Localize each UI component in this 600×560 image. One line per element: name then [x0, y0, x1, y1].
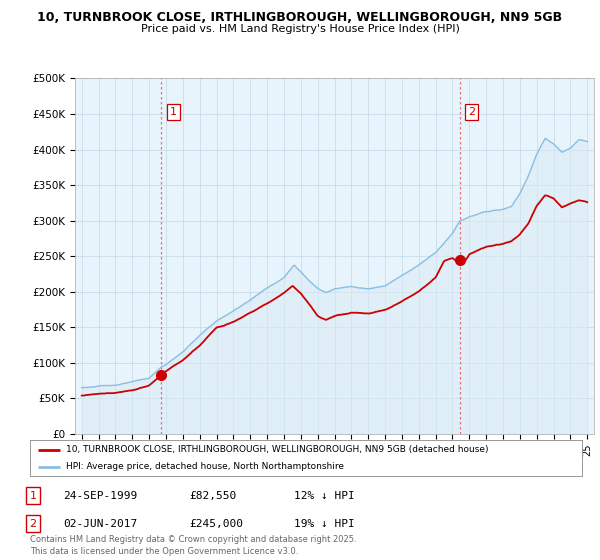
Text: 02-JUN-2017: 02-JUN-2017	[63, 519, 137, 529]
Text: 24-SEP-1999: 24-SEP-1999	[63, 491, 137, 501]
Text: 1: 1	[29, 491, 37, 501]
Text: 2: 2	[29, 519, 37, 529]
Text: 10, TURNBROOK CLOSE, IRTHLINGBOROUGH, WELLINGBOROUGH, NN9 5GB: 10, TURNBROOK CLOSE, IRTHLINGBOROUGH, WE…	[37, 11, 563, 24]
Text: 10, TURNBROOK CLOSE, IRTHLINGBOROUGH, WELLINGBOROUGH, NN9 5GB (detached house): 10, TURNBROOK CLOSE, IRTHLINGBOROUGH, WE…	[66, 445, 488, 454]
Text: 1: 1	[170, 107, 177, 117]
Text: 12% ↓ HPI: 12% ↓ HPI	[294, 491, 355, 501]
Text: £245,000: £245,000	[189, 519, 243, 529]
Text: £82,550: £82,550	[189, 491, 236, 501]
Text: 19% ↓ HPI: 19% ↓ HPI	[294, 519, 355, 529]
Text: Contains HM Land Registry data © Crown copyright and database right 2025.
This d: Contains HM Land Registry data © Crown c…	[30, 535, 356, 556]
Text: 2: 2	[468, 107, 475, 117]
Text: Price paid vs. HM Land Registry's House Price Index (HPI): Price paid vs. HM Land Registry's House …	[140, 24, 460, 34]
Text: HPI: Average price, detached house, North Northamptonshire: HPI: Average price, detached house, Nort…	[66, 463, 344, 472]
